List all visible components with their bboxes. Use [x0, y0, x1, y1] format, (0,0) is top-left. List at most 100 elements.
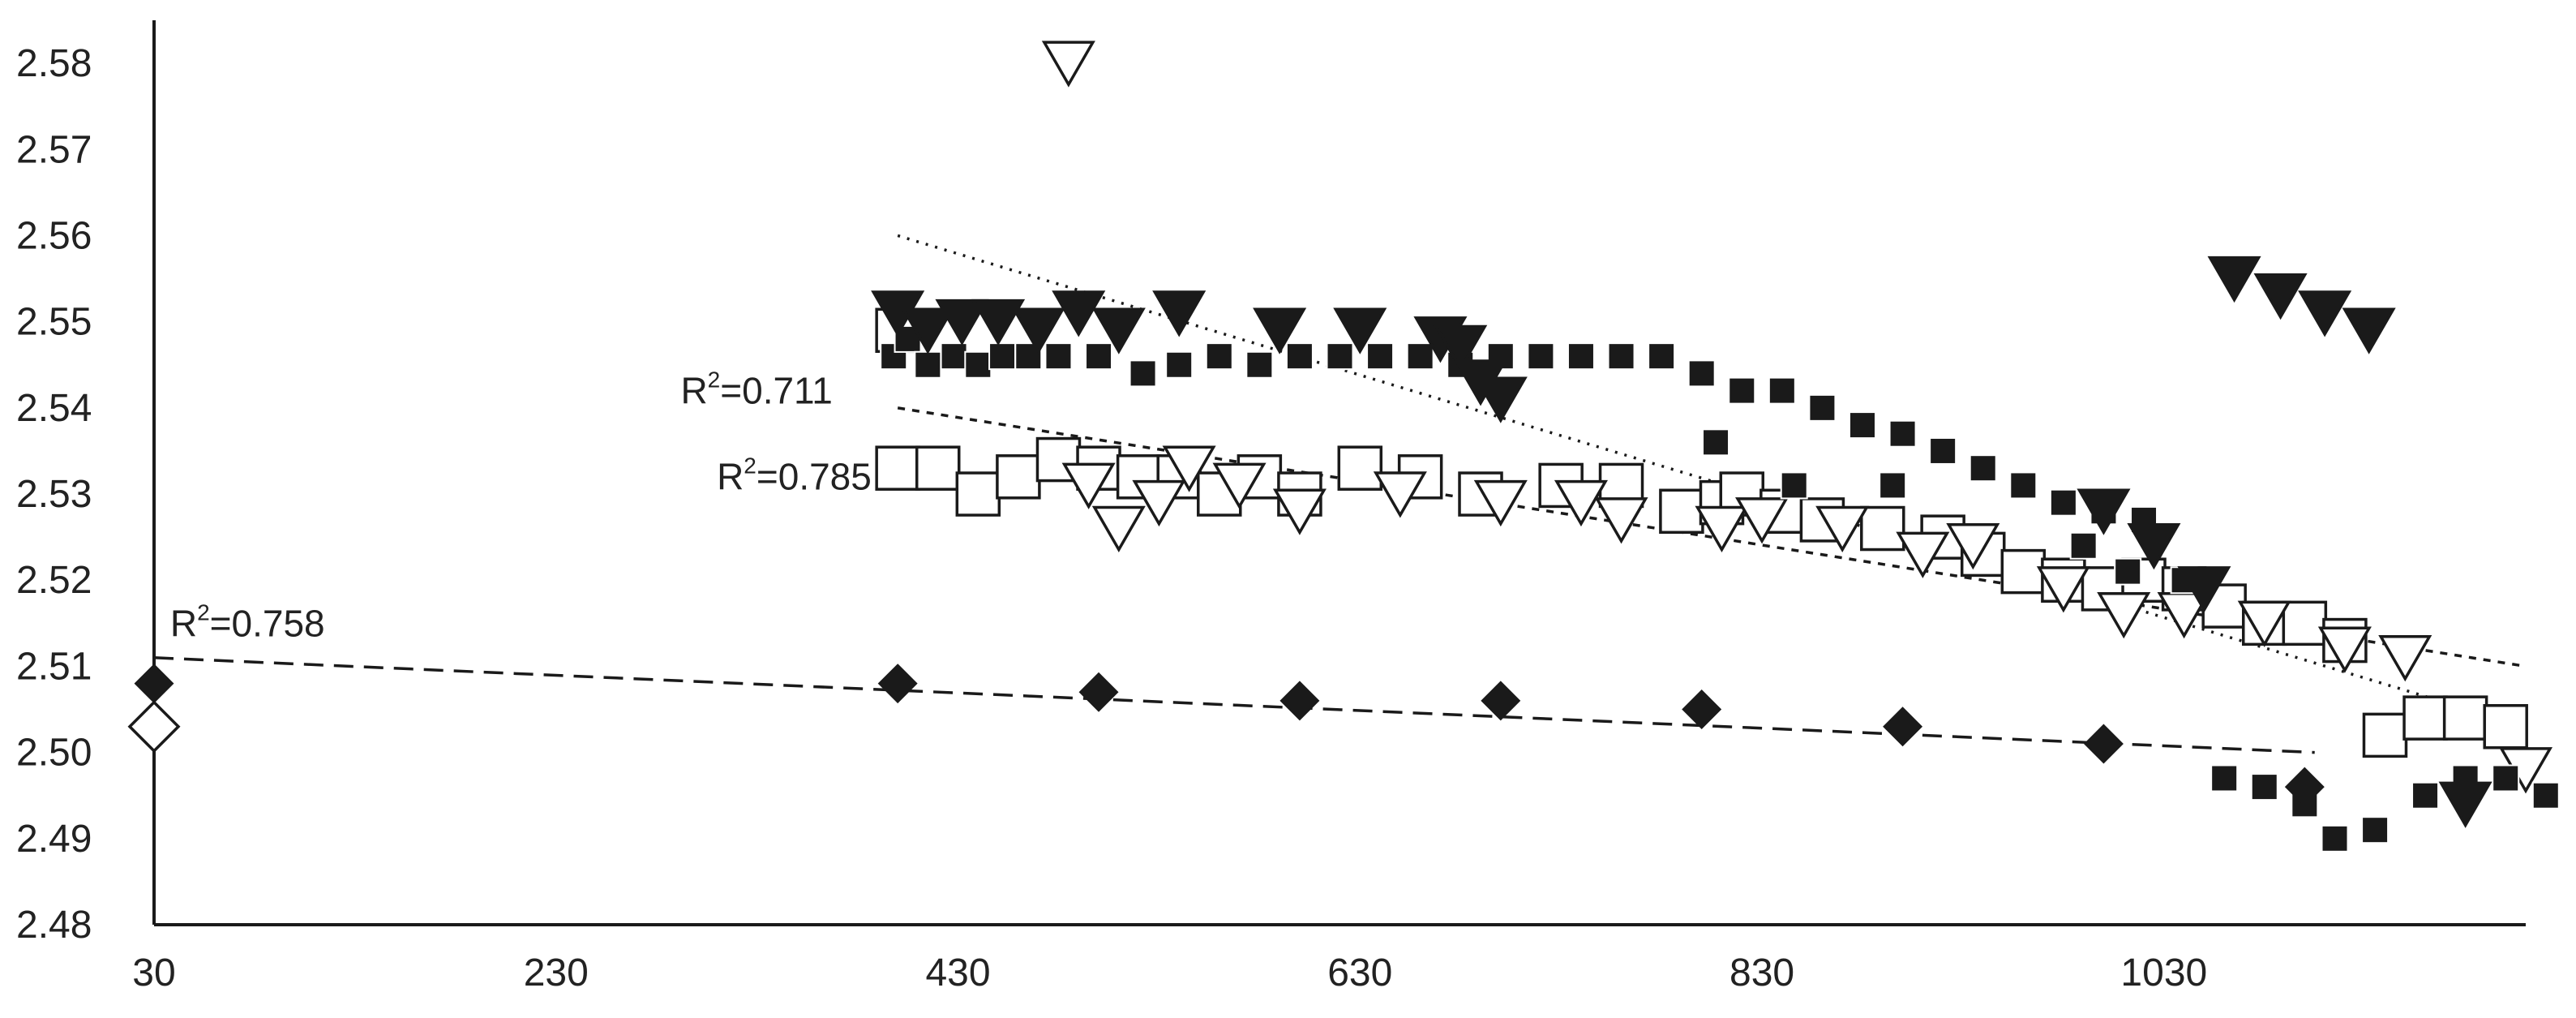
point-open-square [1659, 488, 1704, 535]
point-filled-diamond [1279, 681, 1320, 721]
point-filled-square [1245, 350, 1274, 379]
point-open-triangle-down [1373, 471, 1427, 518]
point-open-square [2402, 695, 2448, 741]
x-tick-label: 630 [1327, 951, 1392, 994]
point-filled-triangle-down [2298, 290, 2352, 337]
point-filled-diamond [877, 664, 918, 704]
x-tick-label: 430 [925, 951, 990, 994]
point-filled-square [1780, 471, 1808, 500]
r-squared-label: R2=0.711 [680, 367, 832, 412]
point-filled-diamond [1078, 672, 1119, 712]
point-filled-square [1808, 393, 1837, 422]
point-open-triangle-down [2036, 566, 2090, 613]
point-filled-square [940, 342, 968, 371]
point-filled-square [2210, 764, 2239, 792]
tick-labels: 30 230 430 630 830 1030 2.48 2.49 2.50 2.51 2.52 2.… [16, 42, 2207, 994]
point-open-triangle-down [1061, 462, 1116, 509]
point-filled-triangle-down [1152, 290, 1207, 337]
point-filled-triangle-down [2438, 781, 2492, 828]
point-filled-square [988, 342, 1017, 371]
point-filled-triangle-down [1473, 376, 1528, 423]
y-tick-label: 2.57 [16, 128, 92, 171]
point-filled-triangle-down [901, 307, 955, 354]
point-open-square [996, 454, 1041, 500]
point-filled-square [1366, 342, 1395, 371]
point-open-triangle-down [1272, 488, 1327, 535]
point-filled-square [1969, 454, 1997, 483]
point-filled-diamond [1481, 681, 1521, 721]
point-filled-square [914, 350, 942, 379]
point-filled-square [1728, 376, 1756, 405]
y-tick-label: 2.52 [16, 559, 92, 602]
point-open-triangle-down [1041, 41, 1095, 88]
point-filled-square [1527, 342, 1555, 371]
point-filled-triangle-down [1434, 324, 1488, 372]
r-squared-annotations: R2=0.711 R2=0.785 R2=0.758 [170, 367, 872, 645]
x-tick-label: 830 [1729, 951, 1794, 994]
y-tick-label: 2.50 [16, 732, 92, 775]
point-open-square [2483, 704, 2528, 750]
point-filled-triangle-down [1333, 307, 1387, 354]
point-open-square [875, 445, 920, 491]
point-filled-square [1702, 428, 1730, 457]
point-filled-square [1205, 342, 1233, 371]
point-filled-square [1929, 436, 1957, 465]
point-filled-square [1607, 342, 1635, 371]
point-filled-diamond [2083, 724, 2124, 764]
y-tick-label: 2.51 [16, 645, 92, 688]
point-filled-triangle-down [2077, 488, 2131, 535]
point-filled-square [1567, 342, 1595, 371]
point-filled-diamond [2284, 767, 2325, 807]
y-tick-label: 2.49 [16, 818, 92, 861]
point-open-triangle-down [1212, 462, 1267, 509]
point-filled-square [2069, 531, 2098, 560]
point-filled-triangle-down [971, 299, 1026, 346]
point-filled-square [2009, 471, 2038, 500]
point-open-square [1337, 445, 1383, 491]
point-filled-square [1285, 342, 1314, 371]
point-open-triangle-down [1695, 505, 1749, 553]
point-filled-square [2531, 781, 2560, 810]
point-open-square [2282, 600, 2328, 646]
point-filled-triangle-down [1091, 307, 1146, 354]
point-filled-square [1879, 471, 1907, 500]
point-filled-diamond [134, 664, 174, 704]
point-filled-triangle-down [1011, 307, 1065, 354]
point-open-triangle-down [1896, 531, 1950, 578]
point-filled-triangle-down [2253, 273, 2308, 320]
point-filled-square [1129, 359, 1157, 388]
y-tick-label: 2.56 [16, 214, 92, 257]
y-tick-label: 2.48 [16, 904, 92, 947]
point-open-triangle-down [1815, 505, 1870, 553]
point-open-triangle-down [2237, 600, 2291, 647]
y-tick-label: 2.58 [16, 42, 92, 85]
point-open-triangle-down [2317, 626, 2372, 673]
trendline-long-dash [153, 656, 2315, 754]
data-points [127, 41, 2560, 853]
point-filled-diamond [1883, 707, 1923, 747]
point-filled-triangle-down [1052, 290, 1106, 337]
r-squared-label: R2=0.758 [170, 599, 325, 644]
point-open-square [915, 445, 961, 491]
point-filled-square [2492, 764, 2520, 792]
axes [152, 20, 2526, 926]
point-filled-square [2361, 816, 2390, 844]
point-filled-triangle-down [1253, 307, 1307, 354]
point-open-triangle-down [1554, 479, 1608, 527]
x-tick-label: 230 [524, 951, 589, 994]
point-filled-square [1648, 342, 1676, 371]
point-open-triangle-down [1162, 445, 1216, 492]
point-filled-triangle-down [2177, 566, 2231, 613]
point-filled-square [1768, 376, 1796, 405]
y-tick-label: 2.53 [16, 473, 92, 516]
point-open-triangle-down [1091, 505, 1146, 553]
point-open-diamond [127, 700, 181, 754]
point-open-triangle-down [2378, 635, 2432, 682]
point-filled-square [1687, 359, 1716, 388]
point-filled-square [2250, 773, 2278, 801]
point-open-triangle-down [1473, 479, 1528, 527]
point-open-triangle-down [1946, 523, 2000, 570]
point-open-square [955, 471, 1001, 517]
